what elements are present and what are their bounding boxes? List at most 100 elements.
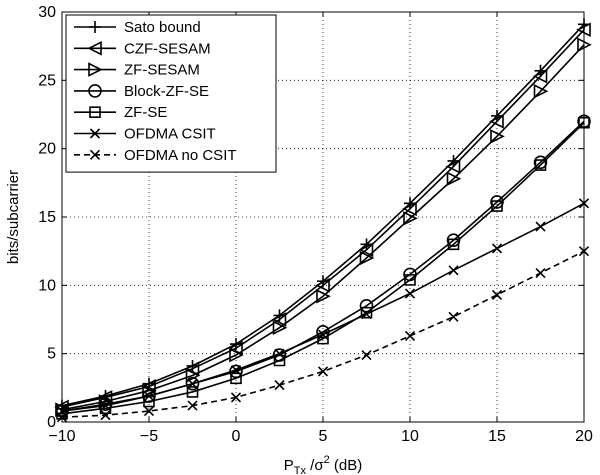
data-point xyxy=(403,211,418,226)
legend-item: CZF-SESAM xyxy=(74,40,211,57)
data-point xyxy=(315,278,330,293)
data-point xyxy=(532,68,548,84)
data-point xyxy=(187,378,198,389)
series-6 xyxy=(56,246,590,423)
y-tick-label: 5 xyxy=(47,346,56,363)
data-point xyxy=(490,129,505,144)
data-point xyxy=(142,383,157,398)
x-axis-label-sup: 2 xyxy=(324,454,330,466)
y-axis-label: bits/subcarrier xyxy=(5,170,22,264)
data-point xyxy=(402,201,417,217)
axis-ticks: −10 −5 0 5 10 15 20 0 5 10 15 20 25 30 xyxy=(38,4,593,445)
x-tick-label: 15 xyxy=(488,428,506,445)
data-point xyxy=(56,412,68,423)
x-tick-label: −5 xyxy=(140,428,158,445)
legend-label: Sato bound xyxy=(124,19,201,36)
legend-label: ZF-SESAM xyxy=(124,62,200,79)
data-point xyxy=(230,392,242,403)
series-4 xyxy=(56,116,590,420)
x-axis-label-end: (dB) xyxy=(330,457,363,474)
data-point xyxy=(185,376,200,391)
data-point xyxy=(317,329,329,340)
data-point xyxy=(360,306,373,319)
legend-label: OFDMA CSIT xyxy=(124,126,216,143)
x-tick-label: −10 xyxy=(48,428,75,445)
y-tick-label: 0 xyxy=(47,414,56,431)
data-point xyxy=(358,242,374,258)
data-point xyxy=(271,312,287,327)
y-tick-label: 25 xyxy=(38,72,56,89)
data-point xyxy=(316,288,331,304)
legend-item: Sato bound xyxy=(74,19,201,36)
x-tick-label: 5 xyxy=(319,428,328,445)
legend-label: Block-ZF-SE xyxy=(124,83,209,100)
data-point xyxy=(491,243,503,254)
legend-item: ZF-SESAM xyxy=(74,62,200,79)
y-tick-label: 20 xyxy=(38,141,56,158)
data-point xyxy=(143,390,155,402)
data-point xyxy=(230,365,242,376)
data-point xyxy=(274,380,285,391)
data-point xyxy=(361,349,372,361)
legend-label: ZF-SE xyxy=(124,104,167,121)
x-axis-label: PTx /σ2 (dB) xyxy=(284,454,362,475)
data-point xyxy=(533,155,548,170)
data-point xyxy=(577,37,592,53)
legend-label: OFDMA no CSIT xyxy=(124,147,237,164)
data-point xyxy=(359,250,375,266)
x-tick-label: 0 xyxy=(232,428,241,445)
data-point xyxy=(100,410,111,421)
data-point xyxy=(317,366,329,377)
data-point xyxy=(361,308,372,320)
data-point xyxy=(533,83,549,99)
legend-item: OFDMA CSIT xyxy=(74,126,216,143)
data-point xyxy=(100,400,111,411)
legend-marker xyxy=(89,21,101,33)
data-point xyxy=(186,386,199,398)
data-point xyxy=(578,198,590,209)
y-tick-label: 15 xyxy=(38,209,56,226)
data-point xyxy=(230,372,242,385)
data-point xyxy=(448,311,459,322)
data-point xyxy=(447,238,460,251)
legend: Sato bound CZF-SESAM ZF-SESAM Block-ZF-SE ZF… xyxy=(65,14,277,173)
series-line xyxy=(61,122,585,415)
legend-marker xyxy=(87,41,102,56)
legend-label: CZF-SESAM xyxy=(124,40,211,57)
legend-marker xyxy=(89,106,101,118)
data-point xyxy=(578,116,590,129)
legend-item: Block-ZF-SE xyxy=(74,83,209,100)
data-point xyxy=(578,246,590,257)
series-line xyxy=(61,29,585,408)
data-point xyxy=(274,348,285,359)
data-point xyxy=(535,221,546,232)
series-line xyxy=(61,202,585,412)
legend-item: OFDMA no CSIT xyxy=(74,147,237,164)
data-point xyxy=(534,159,547,171)
data-point xyxy=(489,114,504,129)
legend-item: ZF-SE xyxy=(74,104,167,121)
x-tick-label: 10 xyxy=(401,428,419,445)
data-point xyxy=(229,347,244,363)
legend-marker xyxy=(88,62,103,77)
data-point xyxy=(404,288,416,299)
x-axis-label-mid: /σ xyxy=(306,457,324,474)
x-tick-label: 20 xyxy=(575,428,593,445)
data-point xyxy=(446,233,461,248)
data-point xyxy=(143,406,155,417)
data-point xyxy=(491,289,503,300)
legend-marker xyxy=(89,149,101,160)
data-point xyxy=(446,171,462,187)
data-point xyxy=(404,330,416,341)
legend-marker xyxy=(89,128,101,139)
data-point xyxy=(272,320,288,335)
data-point xyxy=(404,274,416,286)
data-point xyxy=(143,395,155,408)
data-point xyxy=(535,267,546,279)
y-tick-label: 30 xyxy=(38,4,56,21)
series-group xyxy=(54,18,592,423)
y-tick-label: 10 xyxy=(38,277,56,294)
data-point xyxy=(97,390,113,405)
x-axis-label-main: P xyxy=(284,457,294,474)
